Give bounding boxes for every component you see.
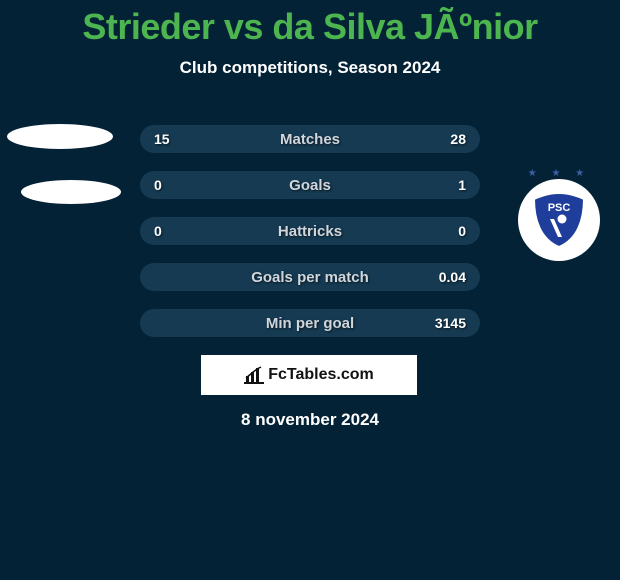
badge-stars-icon: ★ ★ ★ [518,168,600,179]
snapshot-date: 8 november 2024 [0,410,620,430]
stat-row: 0 Hattricks 0 [140,217,480,245]
bar-chart-icon [244,366,264,384]
stat-value-right: 1 [458,177,466,193]
stat-value-left: 0 [154,177,162,193]
comparison-title: Strieder vs da Silva JÃºnior [0,0,620,48]
stat-label: Goals per match [251,269,369,286]
stat-value-left: 15 [154,131,170,147]
player-photo-placeholder [7,124,113,149]
stat-row: 15 Matches 28 [140,125,480,153]
player-photo-placeholder [21,180,121,204]
stat-value-right: 0.04 [439,269,466,285]
svg-text:PSC: PSC [548,202,571,214]
stat-value-right: 0 [458,223,466,239]
comparison-subtitle: Club competitions, Season 2024 [0,58,620,78]
shield-icon: PSC [528,189,590,251]
stat-row: Min per goal 3145 [140,309,480,337]
stat-row: Goals per match 0.04 [140,263,480,291]
stats-table: 15 Matches 28 0 Goals 1 0 Hattricks 0 Go… [140,125,480,355]
stat-row: 0 Goals 1 [140,171,480,199]
stat-label: Hattricks [278,223,342,240]
stat-label: Goals [289,177,331,194]
stat-label: Matches [280,131,340,148]
stat-value-right: 3145 [435,315,466,331]
stat-label: Min per goal [266,315,354,332]
source-attribution: FcTables.com [201,355,417,395]
stat-value-left: 0 [154,223,162,239]
brand-name: FcTables.com [268,366,374,384]
club-badge: PSC [518,179,600,261]
stat-value-right: 28 [450,131,466,147]
